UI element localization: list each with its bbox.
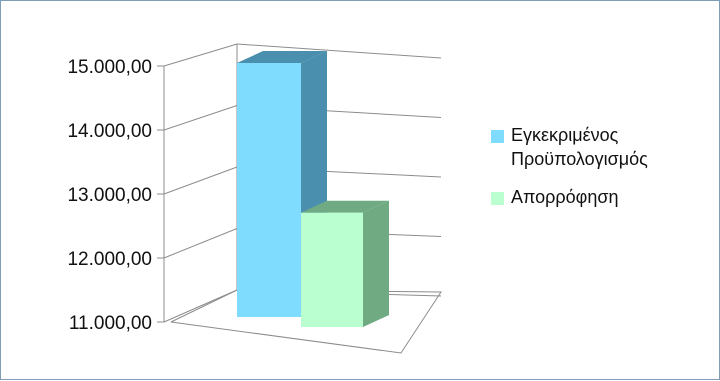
- gridline-back: [236, 43, 442, 59]
- y-tick-label: 14.000,00: [67, 121, 152, 142]
- legend-item-approved-budget: Εγκεκριμένος Προϋπολογισμός: [491, 123, 716, 171]
- legend-item-absorption: Απορρόφηση: [491, 185, 716, 209]
- gridline-side: [163, 43, 238, 67]
- floor-outline: [170, 289, 442, 354]
- bar-absorption: [301, 212, 363, 327]
- legend-swatch-absorption: [491, 192, 504, 205]
- gridline-side: [163, 105, 238, 131]
- legend-label-approved-budget: Εγκεκριμένος Προϋπολογισμός: [511, 125, 648, 169]
- legend-swatch-approved-budget: [491, 130, 504, 143]
- y-tick-label: 13.000,00: [67, 185, 152, 206]
- gridline-side: [163, 289, 238, 323]
- bar-absorption-top: [301, 200, 389, 213]
- y-tick-label: 11.000,00: [69, 313, 152, 334]
- bar-approved-budget: [237, 63, 301, 317]
- chart-legend: Εγκεκριμένος Προϋπολογισμός Απορρόφηση: [491, 123, 716, 223]
- y-tick-label: 15.000,00: [67, 57, 152, 78]
- y-tick-label: 12.000,00: [67, 249, 152, 270]
- gridline-side: [163, 228, 238, 259]
- bar-absorption-side: [363, 200, 389, 327]
- legend-label-absorption: Απορρόφηση: [511, 187, 619, 207]
- bar-approved-budget-top: [237, 51, 327, 63]
- gridline-side: [163, 166, 238, 195]
